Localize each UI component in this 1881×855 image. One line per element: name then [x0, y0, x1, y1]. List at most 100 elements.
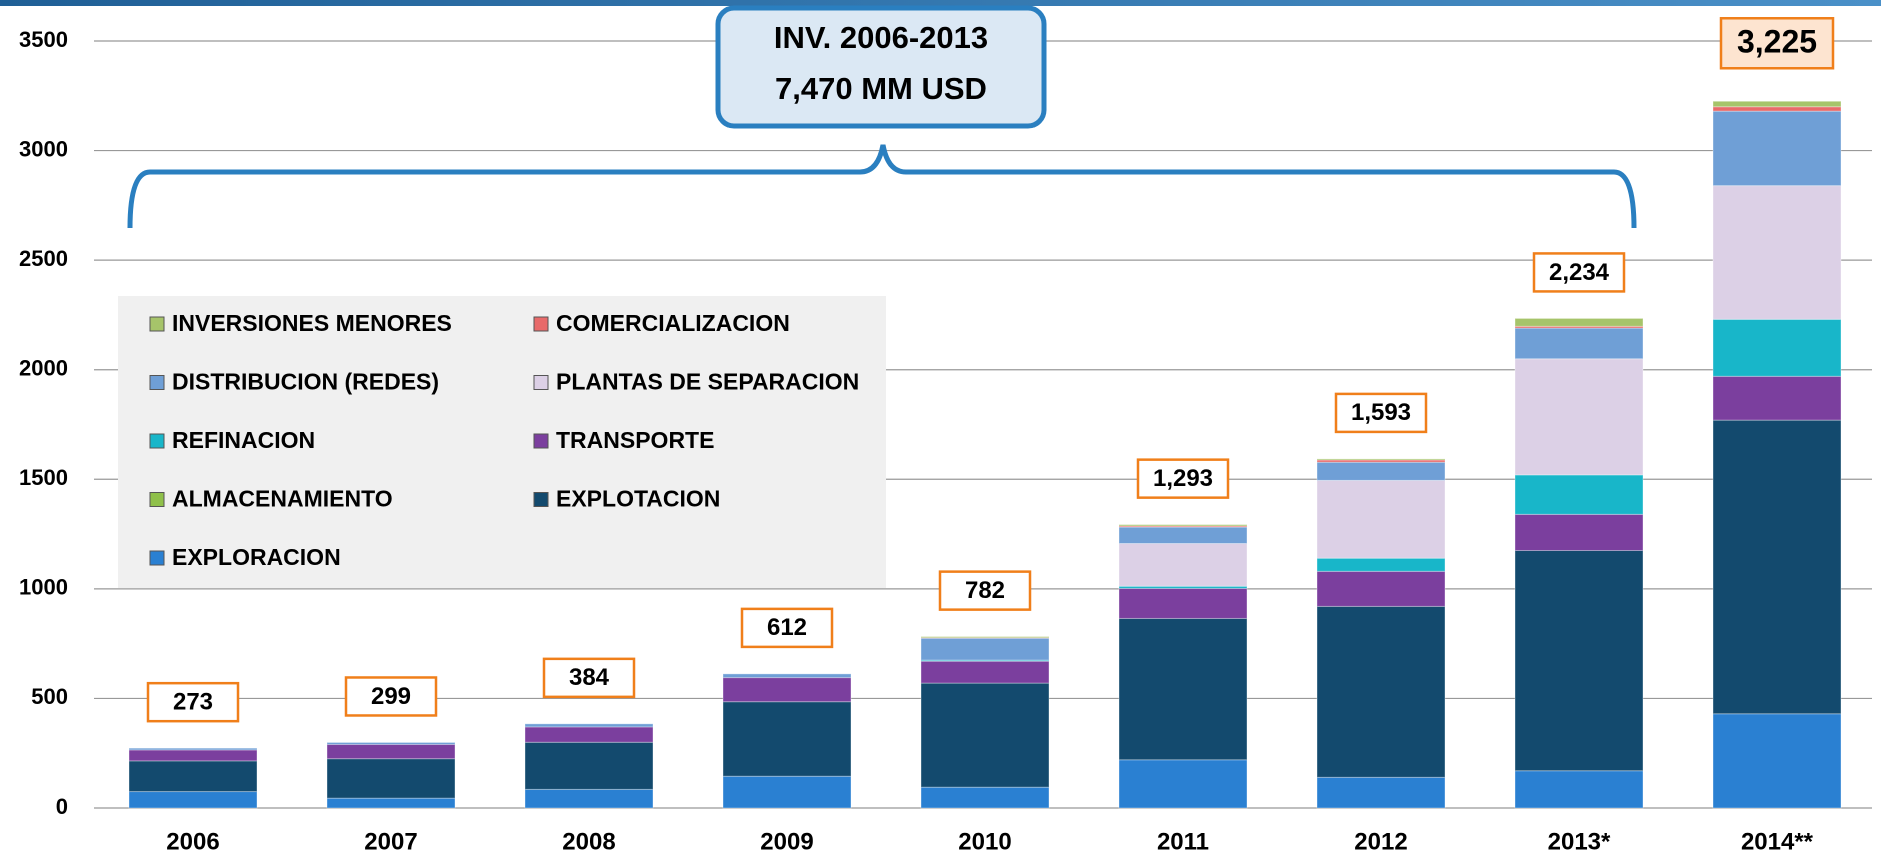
- legend-label: EXPLOTACION: [556, 486, 720, 512]
- bar-segment: [326, 797, 456, 809]
- legend-swatch: [149, 433, 165, 449]
- brace: [127, 144, 1637, 229]
- legend-swatch: [149, 375, 165, 390]
- total-label: 384: [569, 664, 610, 691]
- total-label: 1,293: [1153, 465, 1213, 492]
- bars: 2006 273 2007 299 2008 384 2009 612 2010 782 2011 1…: [128, 17, 1842, 855]
- y-tick-label: 2500: [19, 246, 68, 271]
- bar-segment: [1118, 587, 1248, 619]
- bar-segment: [524, 741, 654, 790]
- bar-segment: [1118, 542, 1248, 587]
- bar-segment: [524, 788, 654, 809]
- bar-segment: [326, 741, 456, 745]
- annotation: INV. 2006-2013: [774, 20, 988, 55]
- bar-segment: [920, 682, 1050, 788]
- bar-segment: [920, 636, 1050, 639]
- legend-label: INVERSIONES MENORES: [172, 310, 452, 336]
- bar-segment: [128, 791, 258, 809]
- legend-label: TRANSPORTE: [556, 427, 714, 453]
- x-tick-label: 2010: [958, 828, 1011, 855]
- legend-label: ALMACENAMIENTO: [172, 486, 393, 512]
- bar-segment: [1514, 770, 1644, 809]
- total-label: 299: [371, 683, 411, 710]
- x-tick-label: 2007: [364, 828, 417, 855]
- bar-segment: [1514, 325, 1644, 329]
- bar-segment: [1712, 185, 1842, 320]
- y-tick-label: 3500: [19, 27, 68, 52]
- legend-swatch: [533, 375, 549, 390]
- bar-segment: [722, 701, 852, 777]
- y-tick-label: 3000: [19, 136, 68, 161]
- x-tick-label: 2013*: [1548, 828, 1611, 855]
- total-label: 612: [767, 614, 807, 641]
- bar-segment: [1118, 526, 1248, 544]
- legend-swatch: [533, 433, 549, 449]
- bar-segment: [722, 775, 852, 809]
- bar-segment: [524, 723, 654, 728]
- x-tick-label: 2008: [562, 828, 615, 855]
- bar-segment: [1712, 375, 1842, 421]
- bar-segment: [1514, 327, 1644, 360]
- bar-segment: [1316, 458, 1446, 461]
- header-strip: [0, 0, 1881, 6]
- legend-label: EXPLORACION: [172, 544, 341, 570]
- legend-label: REFINACION: [172, 427, 315, 453]
- total-label-box: [1532, 252, 1626, 293]
- y-tick-label: 1500: [19, 465, 68, 490]
- bar-segment: [1514, 317, 1644, 327]
- bar-segment: [1118, 759, 1248, 809]
- bar-segment: [1316, 479, 1446, 559]
- bar-segment: [1118, 617, 1248, 761]
- x-tick-label: 2009: [760, 828, 813, 855]
- legend-label: COMERCIALIZACION: [556, 310, 790, 336]
- bar-segment: [524, 726, 654, 743]
- total-label-box: [938, 570, 1032, 611]
- bar-segment: [128, 760, 258, 793]
- legend-label: PLANTAS DE SEPARACION: [556, 369, 859, 395]
- bar-segment: [128, 749, 258, 762]
- bar-segment: [920, 660, 1050, 684]
- bar-segment: [326, 743, 456, 760]
- x-tick-label: 2014**: [1741, 828, 1814, 855]
- total-label-box: [542, 657, 636, 699]
- total-label: 3,225: [1737, 24, 1817, 60]
- bar-segment: [1316, 461, 1446, 481]
- legend-box: [118, 296, 886, 588]
- bar-segment: [1712, 713, 1842, 809]
- bar-segment: [1514, 358, 1644, 476]
- total-label-box: [1719, 17, 1835, 70]
- bar-segment: [1712, 419, 1842, 715]
- annotation: 7,470 MM USD: [775, 71, 987, 106]
- bar-segment: [1316, 557, 1446, 572]
- bar-segment: [722, 677, 852, 703]
- total-label-box: [146, 681, 240, 723]
- total-label: 782: [965, 577, 1005, 604]
- total-label: 1,593: [1351, 399, 1411, 426]
- y-tick-label: 1000: [19, 575, 68, 600]
- bar-segment: [722, 673, 852, 679]
- total-label: 2,234: [1549, 259, 1610, 286]
- legend-swatch: [533, 316, 549, 332]
- legend-swatch: [149, 492, 165, 507]
- bar-segment: [1712, 100, 1842, 108]
- bar-segment: [326, 758, 456, 799]
- legend-swatch: [149, 550, 165, 566]
- total-label: 273: [173, 689, 213, 716]
- legend-label: DISTRIBUCION (REDES): [172, 369, 439, 395]
- annotation-box: [715, 5, 1047, 129]
- total-label-box: [1136, 458, 1230, 499]
- bar-segment: [1712, 106, 1842, 112]
- bar-segment: [1712, 110, 1842, 187]
- total-label-box: [344, 676, 438, 717]
- bar-segment: [128, 747, 258, 751]
- bar-segment: [1514, 550, 1644, 772]
- y-tick-label: 2000: [19, 356, 68, 381]
- legend-swatch: [533, 492, 549, 507]
- bar-segment: [1316, 776, 1446, 809]
- y-tick-label: 0: [56, 794, 68, 819]
- x-tick-label: 2011: [1157, 828, 1209, 855]
- legend-swatch: [149, 316, 165, 332]
- bar-segment: [1118, 524, 1248, 527]
- bar-segment: [1316, 605, 1446, 778]
